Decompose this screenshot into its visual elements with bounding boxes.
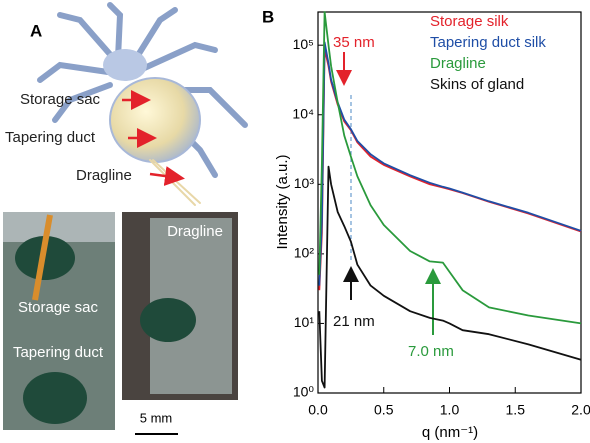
y-tick-label: 10⁰ [293, 384, 315, 400]
y-tick-label: 10² [294, 245, 315, 261]
x-axis-label: q (nm⁻¹) [422, 424, 478, 441]
illustration-label: Dragline [76, 167, 132, 184]
y-tick-label: 10³ [294, 175, 315, 191]
photo-label: Dragline [167, 223, 223, 240]
legend-entry: Tapering duct silk [430, 34, 546, 51]
annotation: 35 nm [333, 34, 375, 51]
x-tick-label: 0.0 [308, 402, 328, 418]
scale-bar-label: 5 mm [140, 410, 173, 425]
legend-entry: Dragline [430, 55, 486, 72]
x-tick-label: 1.0 [440, 402, 460, 418]
x-tick-label: 1.5 [506, 402, 526, 418]
legend: Storage silk Tapering duct silk Dragline Sk… [430, 13, 546, 93]
y-tick-label: 10⁴ [292, 105, 314, 121]
illustration-label: Tapering duct [5, 129, 96, 146]
annotation: 7.0 nm [408, 343, 454, 360]
legend-entry: Skins of gland [430, 76, 524, 93]
figure: A Storage sac Tapering duct Dragline Sto… [0, 0, 590, 443]
photo-left [3, 212, 115, 430]
illustration-label: Storage sac [20, 91, 101, 108]
x-tick-label: 2.0 [571, 402, 590, 418]
annotation: 21 nm [333, 313, 375, 330]
panel-label: B [262, 7, 274, 26]
y-tick-label: 10¹ [294, 314, 315, 330]
photo-label: Storage sac [18, 299, 99, 316]
legend-entry: Storage silk [430, 13, 509, 30]
panel-label: A [30, 21, 42, 40]
photo-right [122, 212, 238, 400]
x-tick-label: 0.5 [374, 402, 394, 418]
y-axis-label: Intensity (a.u.) [274, 154, 291, 249]
photo-label: Tapering duct [13, 344, 104, 361]
y-tick-label: 10⁵ [293, 36, 314, 52]
